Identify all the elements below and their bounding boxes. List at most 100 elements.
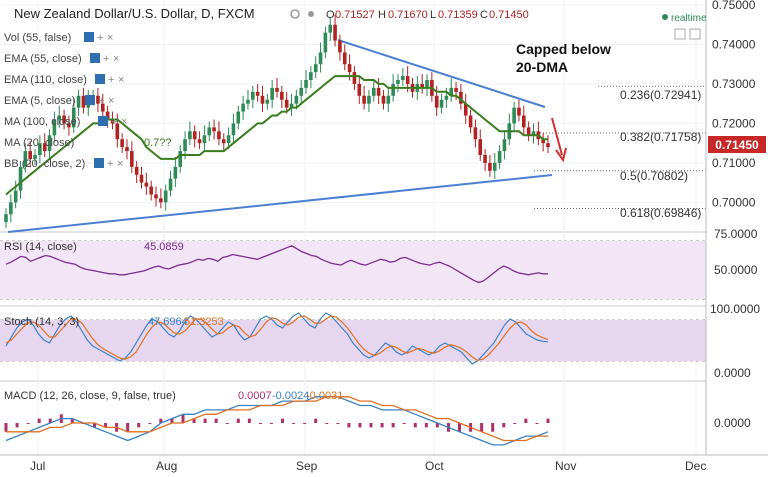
indicator-close-icon[interactable]: × bbox=[117, 158, 123, 170]
time-axis[interactable] bbox=[0, 455, 768, 477]
header-visibility-icon[interactable] bbox=[308, 11, 314, 17]
indicator-close-icon[interactable]: × bbox=[107, 32, 113, 44]
candle-body bbox=[439, 99, 444, 108]
candle-body bbox=[362, 95, 366, 104]
candle-body bbox=[28, 151, 32, 159]
stoch-k-value: 47.6964 bbox=[148, 316, 188, 328]
indicator-add-icon[interactable]: + bbox=[108, 74, 114, 86]
indicator-settings-icon[interactable] bbox=[90, 53, 100, 63]
rsi-tick-75: 75.0000 bbox=[714, 227, 758, 241]
candle-body bbox=[497, 151, 502, 163]
indicator-settings-icon[interactable] bbox=[85, 95, 95, 105]
header-settings-icon[interactable] bbox=[290, 9, 300, 19]
candle-body bbox=[352, 72, 357, 84]
time-label-nov: Nov bbox=[555, 459, 576, 473]
indicator-close-icon[interactable]: × bbox=[118, 74, 124, 86]
price-axis[interactable] bbox=[706, 0, 768, 455]
time-label-aug: Aug bbox=[156, 459, 177, 473]
indicator-add-icon[interactable]: + bbox=[97, 32, 103, 44]
candle-body bbox=[371, 87, 376, 96]
candle-body bbox=[405, 76, 410, 84]
ohlc-h-label: H bbox=[378, 9, 386, 21]
candle-body bbox=[454, 87, 458, 92]
indicator-row[interactable]: Vol (55, false) + × bbox=[4, 32, 113, 44]
candle-body bbox=[255, 91, 260, 96]
indicator-settings-icon[interactable] bbox=[94, 158, 104, 168]
macd-histogram-bar bbox=[292, 423, 296, 424]
macd-histogram-bar bbox=[336, 423, 340, 424]
price-tick-label: 0.70000 bbox=[712, 195, 756, 209]
indicator-add-icon[interactable]: + bbox=[107, 158, 113, 170]
candle-body bbox=[9, 202, 13, 215]
candle-body bbox=[42, 143, 47, 152]
macd-legend: MACD (12, 26, close, 9, false, true) 0.0… bbox=[4, 390, 343, 402]
macd-histogram-bar bbox=[15, 423, 19, 428]
candle-body bbox=[139, 174, 144, 183]
macd-line bbox=[5, 396, 549, 446]
indicator-close-icon[interactable]: × bbox=[121, 116, 127, 128]
rsi-line bbox=[5, 245, 548, 284]
candle-body bbox=[207, 127, 212, 136]
indicator-close-icon[interactable]: × bbox=[113, 53, 119, 65]
indicator-add-icon[interactable]: + bbox=[111, 116, 117, 128]
indicator-row[interactable]: MA (100, close) + × bbox=[4, 116, 127, 128]
candle-body bbox=[159, 198, 163, 203]
macd-histogram-bar bbox=[402, 423, 406, 424]
candle-body bbox=[459, 91, 463, 104]
macd-histogram-bar bbox=[413, 423, 417, 428]
candle-body bbox=[347, 64, 352, 73]
candle-body bbox=[391, 83, 395, 96]
candle-body bbox=[4, 214, 8, 223]
candle-body bbox=[110, 119, 115, 124]
panel-controls[interactable] bbox=[674, 28, 701, 40]
macd-histogram-bar bbox=[458, 423, 462, 432]
macd-histogram-bar bbox=[314, 418, 318, 423]
stoch-k-line bbox=[5, 312, 549, 365]
candle-body bbox=[275, 87, 279, 92]
indicator-add-icon[interactable]: + bbox=[98, 95, 104, 107]
chart-header: New Zealand Dollar/U.S. Dollar, D, FXCM … bbox=[0, 5, 529, 21]
fib-label-05: 0.5(0.70802) bbox=[620, 169, 688, 183]
indicator-settings-icon[interactable] bbox=[98, 116, 108, 126]
indicator-row[interactable]: BB (20, close, 2) + × bbox=[4, 158, 123, 170]
indicator-settings-icon[interactable] bbox=[95, 74, 105, 84]
indicator-label: BB (20, close, 2) bbox=[4, 158, 85, 170]
indicator-row[interactable]: EMA (110, close) + × bbox=[4, 74, 124, 86]
macd-histogram-bar bbox=[48, 418, 52, 423]
indicator-settings-icon[interactable] bbox=[84, 32, 94, 42]
macd-histogram-bar bbox=[524, 418, 528, 423]
stoch-legend: Stoch (14, 3, 3) 47.6964 51.3253 bbox=[4, 316, 224, 328]
maximize-icon[interactable] bbox=[674, 28, 686, 40]
stoch-tick-100: 100.0000 bbox=[710, 302, 760, 316]
candle-body bbox=[323, 32, 328, 53]
last-price-value: 0.71450 bbox=[715, 138, 759, 152]
macd-histogram-bar bbox=[347, 423, 351, 428]
candle-body bbox=[449, 87, 454, 96]
macd-histogram-bar bbox=[380, 423, 384, 428]
candle-body bbox=[304, 80, 308, 88]
candle-body bbox=[425, 80, 429, 88]
indicator-row[interactable]: EMA (55, close) + × bbox=[4, 53, 119, 65]
candle-body bbox=[100, 103, 105, 112]
indicator-row[interactable]: EMA (5, close) + × bbox=[4, 95, 114, 107]
candle-body bbox=[333, 24, 337, 41]
ohlc-h: 0.71670 bbox=[388, 9, 428, 21]
macd-histogram-bar bbox=[435, 423, 439, 428]
indicator-row[interactable]: MA (20, close) 0.7?? bbox=[4, 137, 172, 149]
macd-histogram-bar bbox=[546, 418, 550, 423]
candle-body bbox=[512, 107, 516, 124]
macd-histogram-bar bbox=[247, 418, 251, 423]
macd-histogram-bar bbox=[269, 423, 273, 424]
macd-histogram-bar bbox=[104, 423, 108, 428]
candle-body bbox=[221, 139, 226, 144]
fib-label-0236: 0.236(0.72941) bbox=[620, 88, 701, 102]
indicator-close-icon[interactable]: × bbox=[108, 95, 114, 107]
ohlc-o: 0.71527 bbox=[335, 9, 375, 21]
candle-body bbox=[541, 139, 545, 144]
close-panel-icon[interactable] bbox=[689, 28, 701, 40]
macd-histogram-bar bbox=[92, 423, 96, 428]
indicator-add-icon[interactable]: + bbox=[103, 53, 109, 65]
candle-body bbox=[67, 123, 71, 128]
indicator-label: Vol (55, false) bbox=[4, 32, 71, 44]
